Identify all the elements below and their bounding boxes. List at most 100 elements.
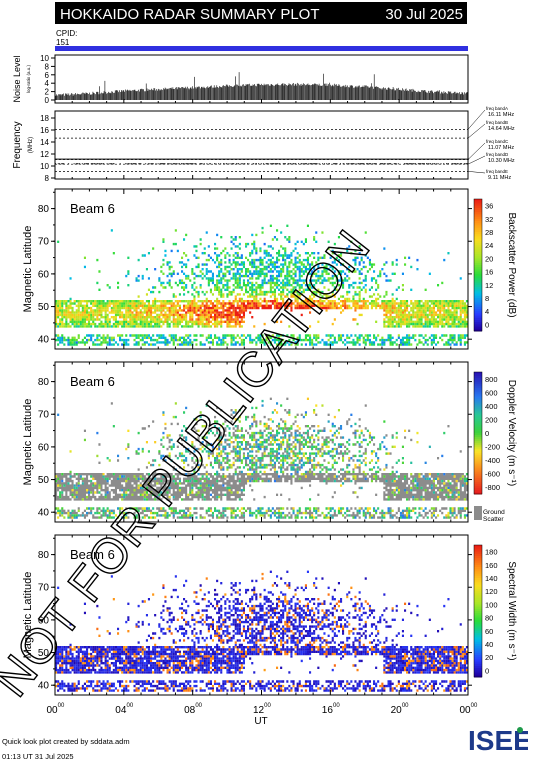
colorbar-tick-label: 80	[485, 614, 493, 623]
data-cells	[249, 514, 252, 517]
colorbar-tick-label: -800	[485, 483, 500, 492]
colorbar-segment	[474, 207, 482, 211]
colorbar-tick-label: 12	[485, 281, 493, 290]
data-cells	[201, 495, 204, 499]
frequency-band-label: freq bandE	[486, 169, 508, 174]
data-cells	[63, 484, 66, 487]
noise-tick-label: 4	[45, 79, 50, 88]
colorbar-segment	[474, 221, 482, 224]
data-cells	[255, 406, 258, 410]
data-cells	[240, 461, 250, 471]
colorbar-segment	[474, 644, 482, 647]
colorbar-segment	[474, 243, 482, 246]
data-cells	[354, 309, 357, 312]
colorbar-segment	[474, 386, 482, 389]
data-cells	[247, 284, 250, 287]
colorbar-segment	[474, 471, 482, 475]
data-cells	[104, 495, 107, 499]
colorbar-tick-label: 100	[485, 600, 498, 609]
frequency-tick-label: 18	[40, 114, 49, 123]
colorbar-segment	[474, 328, 482, 332]
data-cells	[90, 614, 417, 690]
colorbar-segment	[474, 309, 482, 312]
colorbar-segment	[474, 567, 482, 570]
data-cells	[127, 272, 130, 275]
data-cells	[73, 516, 76, 519]
data-cells	[257, 277, 260, 280]
colorbar-segment	[474, 628, 482, 632]
colorbar-segment	[474, 475, 482, 479]
data-cells	[358, 245, 361, 248]
colorbar-segment	[474, 392, 482, 395]
colorbar-segment	[474, 380, 482, 383]
panel-data	[55, 397, 469, 519]
data-cells	[276, 434, 279, 437]
data-cells	[267, 252, 270, 255]
noise-tick-label: 6	[45, 71, 50, 80]
data-cells	[416, 484, 419, 487]
data-cells	[263, 297, 266, 301]
colorbar-frame	[473, 371, 483, 495]
colorbar-label: Spectral Width (m s⁻¹)	[506, 561, 517, 660]
frequency-y-ticks: 18 16 14 12 10 8	[40, 114, 55, 183]
frequency-band-value: 16.11 MHz	[488, 112, 514, 118]
data-cells	[304, 270, 307, 273]
data-cells	[296, 302, 299, 305]
data-cells	[255, 425, 258, 428]
colorbar-segment	[474, 254, 482, 257]
data-cells	[263, 290, 266, 294]
colorbar-segment	[474, 624, 482, 627]
colorbar-segment	[474, 322, 482, 325]
frequency-band-value: 9.11 MHz	[488, 175, 511, 181]
data-cells	[228, 272, 231, 275]
colorbar-tick-label: 0	[485, 320, 489, 329]
colorbar-segment	[474, 455, 482, 458]
data-cells	[331, 422, 334, 426]
data-cells	[385, 463, 388, 467]
data-cells	[335, 475, 338, 478]
data-cells	[92, 341, 95, 344]
data-cells	[150, 338, 153, 342]
colorbar-segment	[474, 451, 482, 454]
colorbar-segment	[474, 278, 482, 281]
data-cells	[267, 300, 270, 303]
latitude-tick-label: 50	[38, 475, 50, 486]
colorbar-segment	[474, 390, 482, 393]
data-cells	[253, 438, 256, 442]
colorbar-segment	[474, 622, 482, 625]
colorbar-segment	[474, 459, 482, 462]
data-cells	[465, 507, 468, 510]
data-cells	[381, 300, 384, 303]
beam-label: Beam 6	[70, 374, 115, 389]
data-cells	[331, 334, 334, 337]
data-cells	[216, 300, 309, 319]
data-cells	[197, 429, 200, 432]
colorbar-segment	[474, 584, 482, 588]
colorbar-tick-label: 40	[485, 640, 493, 649]
colorbar-segment	[474, 271, 482, 275]
colorbar-segment	[474, 485, 482, 489]
colorbar-segment	[474, 388, 482, 391]
latitude-tick-label: 80	[38, 377, 50, 388]
data-cells	[152, 511, 155, 515]
colorbar-segment	[474, 467, 482, 471]
data-cells	[267, 258, 285, 269]
colorbar-segment	[474, 657, 482, 660]
frequency-tick-label: 12	[40, 150, 49, 159]
frequency-band-connector	[467, 109, 486, 130]
data-cells	[222, 306, 225, 310]
data-cells	[195, 493, 198, 496]
colorbar-tick-label: 20	[485, 653, 493, 662]
data-cells	[383, 247, 386, 250]
data-cells	[94, 325, 97, 328]
colorbar-segment	[474, 374, 482, 377]
frequency-band-label: freq bandC	[486, 139, 509, 144]
ground-scatter-swatch	[474, 506, 482, 520]
data-cells	[331, 425, 334, 428]
colorbar-segment	[474, 659, 482, 663]
data-cells	[236, 254, 239, 257]
colorbar-segment	[474, 199, 482, 202]
colorbar-segment	[474, 404, 482, 408]
